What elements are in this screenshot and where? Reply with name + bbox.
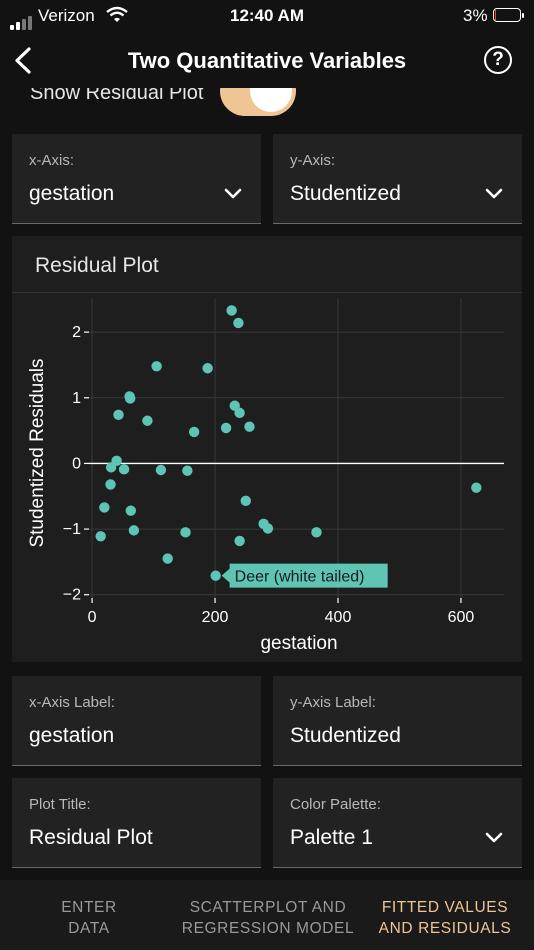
data-point[interactable] [210,570,221,581]
residual-plot-chart[interactable]: 0 200 400 600 −2 −1 0 1 2 Deer (white tailed) St… [12,236,522,662]
tab-label-line2: REGRESSION MODEL [181,920,355,937]
data-point[interactable] [226,305,237,316]
tab-enter-data[interactable]: ENTER DATA [20,897,158,939]
point-tooltip: Deer (white tailed) [221,563,388,588]
data-point[interactable] [118,464,130,475]
y-tick-label: 1 [72,390,81,407]
x-tick-label: 0 [88,609,97,626]
data-point[interactable] [162,553,173,564]
y-axis-label-input[interactable]: Studentized [290,724,401,747]
wifi-icon [106,6,128,28]
data-point[interactable] [99,502,110,513]
x-axis-label-field[interactable]: x-Axis Label: gestation [12,676,261,766]
color-palette-value: Palette 1 [290,826,373,849]
data-point[interactable] [202,363,213,374]
x-axis-select-label: x-Axis: [29,152,74,169]
tab-label-line1: ENTER [61,899,117,916]
data-point[interactable] [234,535,245,547]
toggle-label: Show Residual Plot [30,88,204,104]
color-palette-caption: Color Palette: [290,796,381,813]
battery-percentage: 3% [463,6,488,25]
tooltip-box [221,563,388,588]
data-point[interactable] [95,531,106,542]
chevron-down-icon [484,184,504,209]
data-point[interactable] [220,422,232,434]
y-tick-label: 0 [72,455,81,472]
data-point[interactable] [128,525,140,536]
color-palette-select[interactable]: Color Palette: Palette 1 [273,778,522,868]
x-axis-select-value: gestation [29,182,115,205]
tab-label-line2: AND RESIDUALS [378,920,512,937]
data-point[interactable] [180,527,191,538]
y-axis-select-label: y-Axis: [290,152,335,169]
y-tick-label: 2 [72,324,81,341]
status-bar: Verizon 12:40 AM 3% [0,0,534,32]
y-axis-label-caption: y-Axis Label: [290,694,376,711]
residual-plot-toggle-row: Show Residual Plot [0,88,534,122]
page-title: Two Quantitative Variables [127,48,407,73]
card-title: Residual Plot [35,254,159,277]
help-icon[interactable]: ? [484,46,512,74]
chevron-down-icon [484,828,504,853]
signal-icon [10,10,34,30]
data-point[interactable] [311,527,322,538]
data-point[interactable] [182,465,193,476]
divider [12,292,522,293]
x-axis-label-input[interactable]: gestation [29,724,115,747]
tab-fitted-values-and-residuals[interactable]: FITTED VALUES AND RESIDUALS [368,897,522,939]
data-point[interactable] [125,505,137,516]
navigation-bar: Two Quantitative Variables ? [0,34,534,88]
y-axis-title: Studentized Residuals [27,358,48,547]
back-chevron-icon[interactable] [10,40,34,85]
y-axis-label-field[interactable]: y-Axis Label: Studentized [273,676,522,766]
x-tick-label: 200 [202,609,229,626]
data-point[interactable] [113,409,124,421]
data-point[interactable] [142,415,153,426]
data-point[interactable] [244,421,255,432]
x-axis-label-caption: x-Axis Label: [29,694,115,711]
bottom-tab-bar: ENTER DATA SCATTERPLOT AND REGRESSION MO… [0,880,534,950]
x-tick-label: 600 [448,609,475,626]
x-tick-label: 400 [325,609,352,626]
carrier-name: Verizon [38,6,95,25]
data-point[interactable] [188,426,200,438]
data-point[interactable] [151,361,162,372]
data-point[interactable] [155,464,167,476]
chevron-down-icon [223,184,243,209]
tab-label-line1: SCATTERPLOT AND [189,899,347,916]
x-axis-title: gestation [260,633,337,654]
data-point[interactable] [124,393,136,404]
residual-plot-card: Residual Plot 0 200 400 600 −2 −1 0 1 2 Deer (wh… [12,236,522,662]
data-point[interactable] [262,523,274,534]
data-point[interactable] [233,317,244,329]
data-point[interactable] [234,407,245,419]
y-axis-select[interactable]: y-Axis: Studentized [273,134,522,224]
tooltip-label: Deer (white tailed) [235,569,365,586]
data-point[interactable] [105,479,116,490]
clock: 12:40 AM [229,6,304,25]
data-point[interactable] [240,495,251,507]
plot-title-input[interactable]: Residual Plot [29,826,153,849]
data-point[interactable] [471,482,482,493]
tab-scatterplot-and-regression-model[interactable]: SCATTERPLOT AND REGRESSION MODEL [172,897,364,939]
plot-title-caption: Plot Title: [29,796,91,813]
battery-icon [493,8,524,22]
show-residual-plot-toggle[interactable] [220,88,296,116]
y-axis-select-value: Studentized [290,182,401,205]
plot-title-field[interactable]: Plot Title: Residual Plot [12,778,261,868]
y-tick-label: −2 [63,587,81,604]
x-axis-select[interactable]: x-Axis: gestation [12,134,261,224]
y-tick-label: −1 [63,521,81,538]
tab-label-line2: DATA [68,920,110,937]
tab-label-line1: FITTED VALUES [381,899,509,916]
data-point[interactable] [105,462,117,473]
